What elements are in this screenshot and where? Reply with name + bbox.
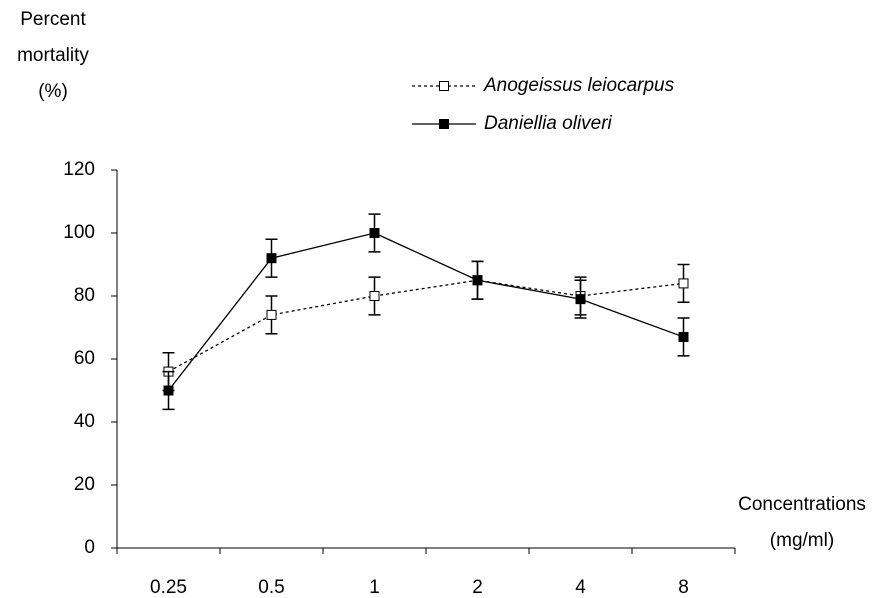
x-tick-label: 4	[575, 577, 586, 598]
x-tick-label: 2	[472, 577, 483, 598]
x-tick-label: 0.5	[258, 577, 284, 598]
data-point	[678, 331, 689, 342]
data-point	[266, 309, 277, 320]
legend-marker	[439, 81, 449, 91]
y-tick-label: 20	[74, 474, 95, 495]
data-point	[369, 291, 380, 301]
data-point	[369, 228, 380, 238]
x-axis-label: (mg/ml)	[770, 530, 834, 551]
y-axis-label: Percent	[20, 9, 86, 30]
x-axis-label: Concentrations	[738, 494, 866, 515]
y-axis-label: (%)	[38, 81, 68, 102]
x-tick-label: 8	[678, 577, 689, 598]
y-tick-label: 60	[74, 348, 95, 369]
y-axis-label: mortality	[17, 45, 89, 66]
data-point	[266, 253, 277, 264]
series-line	[167, 232, 684, 391]
data-point	[575, 294, 586, 305]
data-point	[472, 275, 483, 286]
y-tick-label: 80	[74, 285, 95, 306]
y-tick-label: 0	[84, 537, 95, 558]
y-tick-label: 40	[74, 411, 95, 432]
legend-label: Daniellia oliveri	[484, 113, 613, 134]
x-tick-label: 1	[369, 577, 380, 598]
legend-label: Anogeissus leiocarpus	[483, 75, 675, 96]
data-point	[163, 385, 174, 396]
y-tick-label: 120	[63, 159, 95, 180]
legend-marker	[439, 119, 449, 129]
y-tick-label: 100	[63, 222, 95, 243]
data-point	[678, 278, 689, 289]
x-tick-label: 0.25	[150, 577, 187, 598]
series-line	[168, 279, 684, 373]
